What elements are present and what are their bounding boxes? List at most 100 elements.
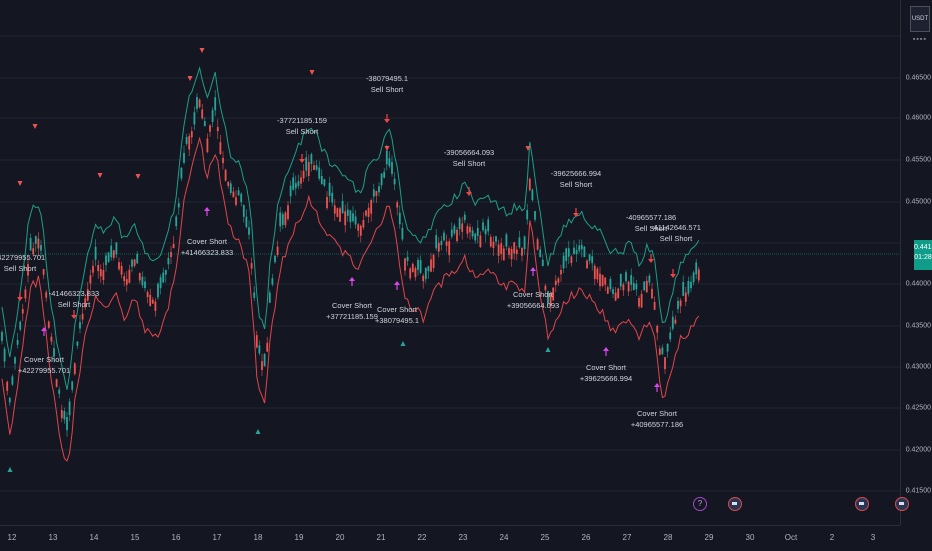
candle <box>653 296 656 311</box>
candle <box>440 235 443 251</box>
candle <box>110 238 113 261</box>
candle <box>370 198 373 222</box>
cover-signal-arrow <box>394 281 400 290</box>
candle <box>86 282 89 302</box>
candle <box>541 254 544 267</box>
candle <box>318 160 321 181</box>
time-label: 14 <box>89 533 99 542</box>
candle <box>575 244 578 262</box>
candle <box>599 266 601 292</box>
candle <box>417 257 419 276</box>
candle <box>294 175 297 196</box>
candle <box>14 356 16 370</box>
candle <box>671 310 674 331</box>
candle <box>497 239 500 264</box>
last-price-badge: 0.44156 01:28 <box>914 240 932 270</box>
time-label: 15 <box>130 533 140 542</box>
candle <box>40 239 42 258</box>
candle <box>640 290 643 309</box>
time-label: 28 <box>663 533 673 542</box>
candle <box>336 207 339 218</box>
candle <box>388 151 391 169</box>
candle <box>510 246 513 267</box>
candle <box>552 286 555 302</box>
candle <box>188 133 191 157</box>
candle <box>565 247 568 269</box>
time-axis[interactable]: 12 13 14 15 16 17 18 19 20 21 22 23 24 2… <box>0 525 900 551</box>
candle <box>11 374 14 386</box>
candle <box>37 232 40 256</box>
bearish-triangle <box>97 173 103 178</box>
candle <box>214 90 217 117</box>
candle <box>3 346 6 368</box>
candle <box>224 168 227 182</box>
candle <box>484 225 487 243</box>
candle <box>281 211 284 230</box>
candle <box>622 282 625 296</box>
candle <box>383 167 386 179</box>
candle <box>479 231 482 249</box>
candle <box>547 290 549 307</box>
economic-event-flag-icon[interactable] <box>728 497 742 511</box>
candle <box>645 275 648 293</box>
candle <box>292 172 295 191</box>
candle <box>406 250 409 266</box>
time-label: 12 <box>7 533 17 542</box>
bearish-triangle <box>17 181 23 186</box>
candle <box>175 214 178 230</box>
candle <box>632 276 635 291</box>
candle <box>76 341 79 349</box>
candle <box>229 180 232 196</box>
candle <box>177 197 180 216</box>
price-label: 0.44000 <box>905 280 931 288</box>
time-label: 16 <box>171 533 181 542</box>
candle <box>73 362 76 376</box>
candle <box>29 233 32 251</box>
price-label: 0.45000 <box>905 198 931 206</box>
sell-short-annotation: -40965577.186 Sell Short <box>625 213 677 233</box>
sell-signal-arrow <box>71 310 77 319</box>
candle <box>300 170 302 189</box>
candle <box>68 398 71 422</box>
sell-signal-arrow <box>384 114 390 123</box>
candle <box>378 182 380 197</box>
bullish-triangle <box>400 341 406 346</box>
candle <box>570 255 573 267</box>
candle <box>391 155 393 177</box>
candle <box>450 222 453 240</box>
price-label: 0.43000 <box>905 363 931 371</box>
candle <box>276 240 279 258</box>
candle <box>125 271 128 292</box>
candle <box>505 232 508 251</box>
event-marker-ring[interactable]: ? <box>693 497 707 511</box>
candle <box>515 245 518 261</box>
candle <box>151 297 154 304</box>
symbol-button[interactable]: USDT <box>910 6 930 32</box>
candle <box>430 253 432 273</box>
sell-signal-arrow <box>299 154 305 163</box>
sell-signal-arrow <box>573 208 579 217</box>
candle <box>157 281 159 300</box>
time-label: 29 <box>704 533 714 542</box>
candle <box>580 239 583 258</box>
economic-event-flag-icon[interactable] <box>895 497 909 511</box>
candle <box>635 279 638 296</box>
candle <box>123 272 126 287</box>
candle <box>448 238 451 263</box>
candle <box>271 273 274 287</box>
candle <box>341 193 344 214</box>
time-label: Oct <box>784 533 798 542</box>
economic-event-flag-icon[interactable] <box>855 497 869 511</box>
candle <box>625 269 627 284</box>
candle <box>500 237 503 261</box>
candle <box>539 245 542 258</box>
candle <box>630 268 633 292</box>
candle <box>253 286 256 302</box>
candle <box>614 287 617 302</box>
cover-signal-arrow <box>654 383 660 392</box>
candle <box>367 202 370 223</box>
candle <box>424 267 427 284</box>
sell-short-annotation: -41466323.833 Sell Short <box>48 289 100 309</box>
